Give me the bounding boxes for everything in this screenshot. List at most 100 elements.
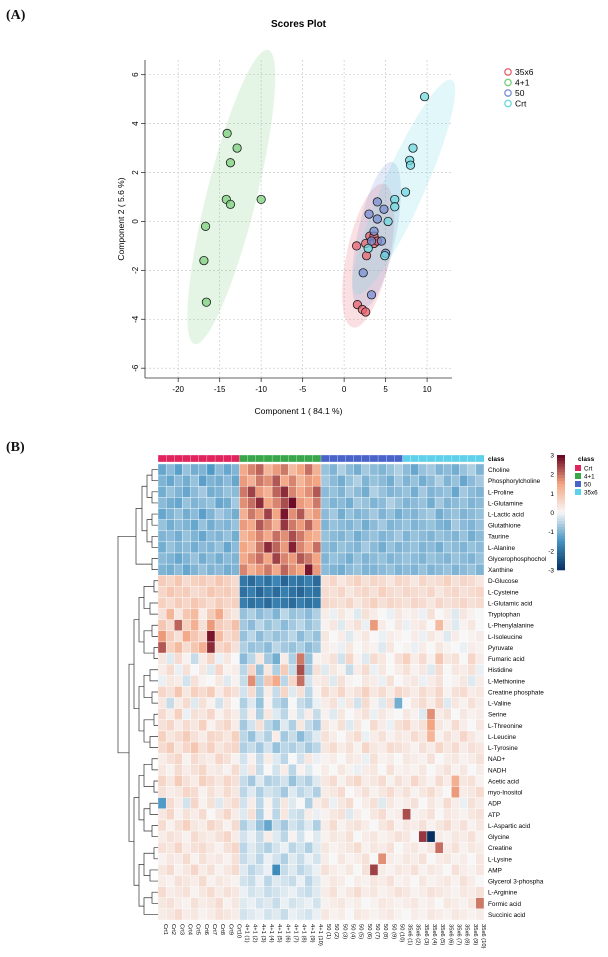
class-legend-title: class (578, 456, 595, 463)
dendrogram-branch (151, 558, 158, 571)
heatmap-cell (157, 608, 167, 620)
heatmap-cell (475, 764, 485, 776)
heatmap-cell (418, 697, 428, 709)
class-bar-cell (190, 454, 200, 463)
heatmap-cell (263, 730, 273, 743)
heatmap-cell (157, 519, 167, 531)
heatmap-cell (157, 675, 167, 687)
heatmap-cell (345, 641, 354, 654)
heatmap-cell (434, 586, 444, 598)
heatmap-cell (426, 697, 436, 709)
heatmap-cell (247, 664, 256, 676)
heatmap-cell (214, 908, 224, 921)
heatmap-cell (377, 508, 387, 520)
dendrogram-branch (138, 864, 144, 907)
heatmap-cell (459, 830, 468, 843)
heatmap-cell (174, 808, 183, 821)
color-scale-step (557, 498, 565, 502)
heatmap-cell (320, 597, 330, 609)
heatmap-cell (386, 563, 395, 576)
heatmap-cell (459, 775, 468, 787)
heatmap-cell (190, 519, 199, 531)
heatmap-cell (190, 730, 199, 743)
column-label: Crt7 (211, 924, 217, 935)
heatmap-cell (345, 819, 354, 832)
row-label: NADH (488, 767, 506, 774)
heatmap-cell (255, 853, 265, 865)
row-label: Choline (488, 467, 510, 474)
heatmap-cell (165, 586, 175, 598)
x-tick-label: 0 (342, 385, 347, 394)
heatmap-cell (182, 786, 191, 798)
heatmap-cell (247, 686, 256, 698)
heatmap-cell (320, 741, 330, 754)
heatmap-cell (434, 530, 444, 543)
color-scale-step (557, 492, 565, 496)
heatmap-cell (345, 886, 354, 898)
heatmap-cell (288, 463, 297, 476)
heatmap-cell (198, 764, 208, 776)
heatmap-cell (206, 741, 216, 754)
heatmap-cell (328, 497, 338, 509)
heatmap-cell (280, 864, 289, 876)
heatmap-cell (263, 552, 273, 565)
heatmap-cell (386, 597, 395, 609)
heatmap-cell (239, 563, 248, 576)
heatmap-cell (386, 875, 395, 887)
heatmap-cell (353, 508, 362, 520)
heatmap-cell (386, 741, 395, 754)
heatmap-cell (263, 519, 273, 531)
heatmap-cell (190, 786, 199, 798)
heatmap-cell (174, 664, 183, 676)
heatmap-cell (418, 908, 428, 921)
heatmap-cell (402, 497, 411, 509)
heatmap-cell (214, 775, 224, 787)
heatmap-cell (198, 775, 208, 787)
heatmap-cell (320, 630, 330, 643)
heatmap-cell (198, 497, 208, 509)
heatmap-cell (402, 641, 411, 654)
color-scale-step (557, 521, 565, 525)
heatmap-cell (198, 675, 208, 687)
heatmap-cell (337, 486, 346, 498)
heatmap-cell (198, 841, 208, 854)
heatmap-cell (386, 652, 395, 665)
heatmap-cell (296, 541, 305, 554)
legend-marker-35x6 (504, 68, 512, 76)
heatmap-cell (312, 541, 322, 554)
heatmap-cell (369, 575, 379, 587)
heatmap-cell (410, 508, 419, 520)
heatmap-cell (312, 563, 322, 576)
heatmap-cell (255, 675, 265, 687)
heatmap-cell (247, 652, 256, 665)
heatmap-cell (459, 908, 468, 921)
heatmap-cell (475, 775, 485, 787)
heatmap-cell (386, 853, 395, 865)
heatmap-cell (353, 786, 362, 798)
heatmap-cell (386, 841, 395, 854)
heatmap-cell (353, 875, 362, 887)
heatmap-cell (288, 764, 297, 776)
heatmap-cell (223, 764, 232, 776)
heatmap-cell (443, 641, 452, 654)
color-scale-step (557, 509, 565, 513)
ellipse-4+1 (187, 49, 276, 345)
heatmap-cell (328, 908, 338, 921)
heatmap-cell (296, 508, 305, 520)
heatmap-cell (394, 719, 403, 732)
heatmap-cell (174, 752, 183, 765)
heatmap-cell (394, 652, 403, 665)
heatmap-cell (174, 563, 183, 576)
heatmap-cell (361, 652, 371, 665)
heatmap-cell (206, 641, 216, 654)
heatmap-cell (157, 686, 167, 698)
heatmap-cell (345, 764, 354, 776)
y-tick-label: 0 (131, 219, 140, 224)
heatmap-cell (182, 486, 191, 498)
heatmap-cell (182, 530, 191, 543)
heatmap-cell (328, 775, 338, 787)
heatmap-cell (296, 619, 305, 632)
heatmap-cell (312, 675, 322, 687)
heatmap-cell (402, 608, 411, 620)
heatmap-cell (182, 563, 191, 576)
